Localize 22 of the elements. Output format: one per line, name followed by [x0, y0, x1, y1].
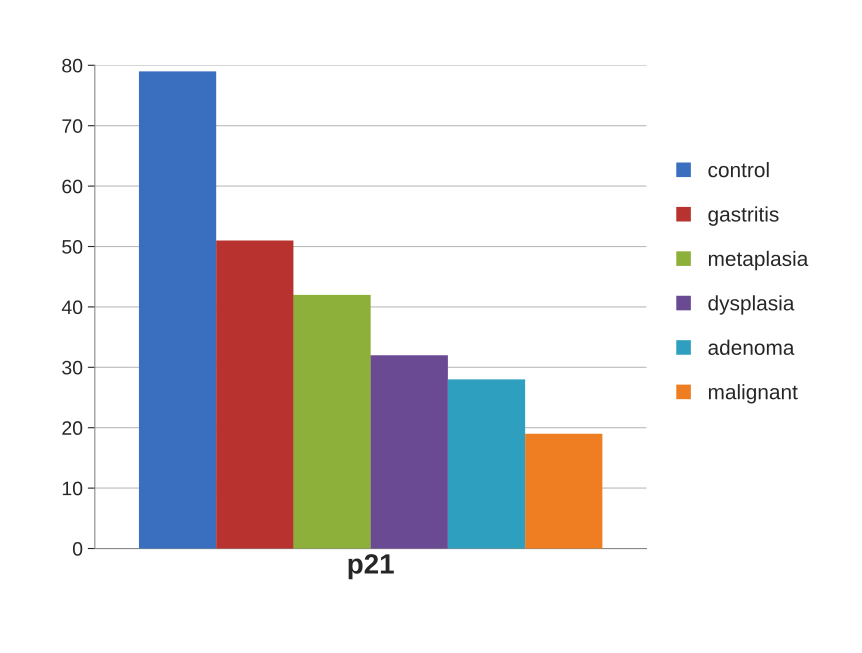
legend-label: malignant	[708, 384, 798, 404]
y-tick-label: 20	[62, 421, 82, 435]
y-tick-label: 80	[62, 58, 82, 73]
bar	[216, 240, 294, 549]
legend-label: gastritis	[708, 206, 779, 226]
y-tick-label: 70	[62, 119, 82, 133]
bar	[448, 379, 526, 549]
legend-label: control	[708, 162, 769, 178]
y-tick-label: 50	[62, 240, 82, 254]
bar	[370, 355, 448, 549]
legend-label: metaplasia	[708, 250, 808, 270]
y-tick-label: 10	[62, 482, 82, 496]
y-tick-label: 60	[62, 180, 82, 194]
x-tick-label: p21	[348, 554, 394, 580]
legend-label: adenoma	[708, 340, 794, 355]
y-tick-label: 30	[62, 360, 82, 375]
bar	[138, 71, 216, 549]
bar	[293, 294, 371, 549]
y-tick-label: 0	[72, 542, 82, 556]
bar	[525, 434, 602, 549]
legend-label: dysplasia	[708, 295, 794, 315]
y-tick-label: 40	[62, 300, 82, 314]
